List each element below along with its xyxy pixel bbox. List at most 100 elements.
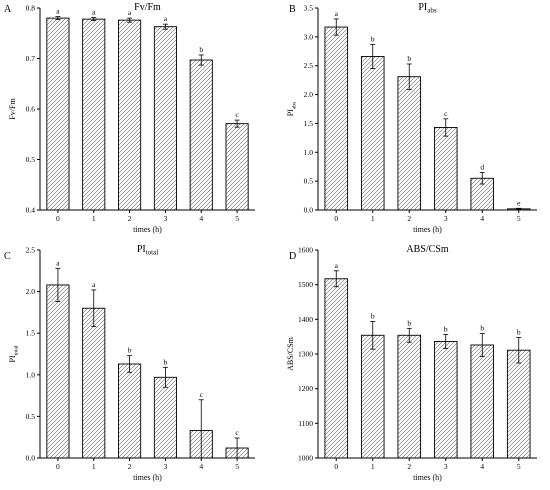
x-tick-label: 1 (371, 462, 375, 471)
bar (189, 59, 213, 211)
y-tick-label: 2.0 (304, 90, 314, 99)
x-tick-label: 1 (371, 214, 375, 223)
panel-d: D ABS/CSm a 0 b 1 b 2 b 3 b 4 b 5 1000 1100 1200 1300 1400… (286, 244, 537, 482)
significance-letter: a (56, 258, 60, 267)
panel-c: C PItotal a 0 a 1 b 2 b 3 c 4 c 5 0.0 0.5 1.0 1.5 2.0 2.5 ti… (4, 244, 255, 482)
y-tick-label: 1100 (298, 419, 313, 428)
x-tick-label: 4 (199, 462, 203, 471)
bar (153, 376, 177, 459)
bar (46, 17, 70, 211)
y-tick-label: 1200 (298, 384, 313, 393)
significance-letter: b (164, 357, 168, 366)
y-tick-label: 1500 (298, 280, 313, 289)
y-axis-label: Fv/Fm (8, 98, 17, 120)
x-tick-label: 4 (199, 214, 203, 223)
significance-letter: d (480, 162, 484, 171)
significance-letter: c (235, 428, 239, 437)
x-tick-label: 2 (407, 214, 411, 223)
y-tick-label: 0.5 (26, 412, 36, 421)
chart-title: PItotal (137, 244, 158, 257)
y-tick-label: 0.7 (26, 54, 36, 63)
x-tick-label: 0 (56, 214, 60, 223)
x-tick-label: 0 (56, 462, 60, 471)
significance-letter: b (199, 45, 203, 54)
significance-letter: b (407, 318, 411, 327)
y-tick-label: 1.0 (26, 370, 36, 379)
y-tick-label: 0.6 (26, 105, 36, 114)
y-tick-label: 3.0 (304, 32, 314, 41)
significance-letter: a (92, 8, 96, 17)
significance-letter: e (517, 198, 521, 207)
chart-title: PIabs (418, 2, 437, 15)
y-axis-label: PIabs (286, 102, 298, 117)
bar (433, 341, 458, 459)
y-tick-label: 1.0 (304, 148, 314, 157)
x-tick-label: 2 (128, 462, 132, 471)
bar (397, 76, 422, 211)
significance-letter: a (56, 7, 60, 16)
y-tick-label: 2.5 (304, 61, 314, 70)
x-tick-label: 3 (164, 214, 168, 223)
bar (82, 307, 106, 459)
panel-letter: A (4, 4, 12, 15)
significance-letter: b (371, 311, 375, 320)
bar (360, 334, 385, 459)
panel-letter: B (289, 4, 296, 15)
x-axis-label: times (h) (133, 225, 162, 234)
x-tick-label: 0 (334, 462, 338, 471)
y-tick-label: 1.5 (26, 329, 36, 338)
bar (46, 284, 70, 459)
x-tick-label: 1 (92, 214, 96, 223)
chart-title: Fv/Fm (134, 2, 161, 13)
y-tick-label: 1300 (298, 350, 313, 359)
x-tick-label: 3 (444, 214, 448, 223)
bar (360, 56, 385, 211)
x-axis-label: times (h) (133, 473, 162, 482)
significance-letter: b (407, 54, 411, 63)
x-tick-label: 4 (480, 214, 484, 223)
y-tick-label: 1000 (298, 454, 313, 463)
bar (82, 18, 106, 211)
panel-letter: D (289, 251, 296, 262)
x-tick-label: 3 (444, 462, 448, 471)
y-tick-label: 0.0 (26, 454, 36, 463)
y-tick-label: 2.0 (26, 287, 36, 296)
bar (324, 26, 349, 211)
bar (118, 19, 142, 211)
x-tick-label: 4 (480, 462, 484, 471)
significance-letter: a (92, 280, 96, 289)
significance-letter: b (128, 346, 132, 355)
x-tick-label: 2 (407, 462, 411, 471)
panel-letter: C (4, 251, 11, 262)
x-tick-label: 3 (164, 462, 168, 471)
y-tick-label: 0.5 (26, 155, 36, 164)
bar (506, 349, 531, 459)
axis-frame (317, 250, 537, 459)
axis-frame (39, 8, 255, 211)
y-tick-label: 0.8 (26, 4, 36, 13)
significance-letter: b (371, 34, 375, 43)
x-tick-label: 5 (235, 462, 239, 471)
x-tick-label: 1 (92, 462, 96, 471)
significance-letter: b (517, 327, 521, 336)
bar (470, 344, 495, 459)
y-tick-label: 1600 (298, 246, 313, 255)
significance-letter: c (235, 110, 239, 119)
bar (153, 26, 177, 211)
y-tick-label: 0.4 (26, 206, 36, 215)
chart-title: ABS/CSm (406, 244, 448, 255)
x-tick-label: 0 (334, 214, 338, 223)
panel-b: B PIabs a 0 b 1 b 2 c 3 d 4 e 5 0.0 0.5 1.0 1.5 2.0 2.5 3.0 3… (286, 2, 537, 234)
x-axis-label: times (h) (413, 473, 442, 482)
significance-letter: b (444, 325, 448, 334)
significance-letter: a (128, 8, 132, 17)
significance-letter: a (335, 261, 339, 270)
x-tick-label: 5 (517, 214, 521, 223)
significance-letter: c (200, 390, 204, 399)
bar (118, 363, 142, 459)
y-axis-label: PItotal (8, 345, 20, 363)
bar (225, 123, 249, 211)
axis-frame (39, 250, 255, 459)
